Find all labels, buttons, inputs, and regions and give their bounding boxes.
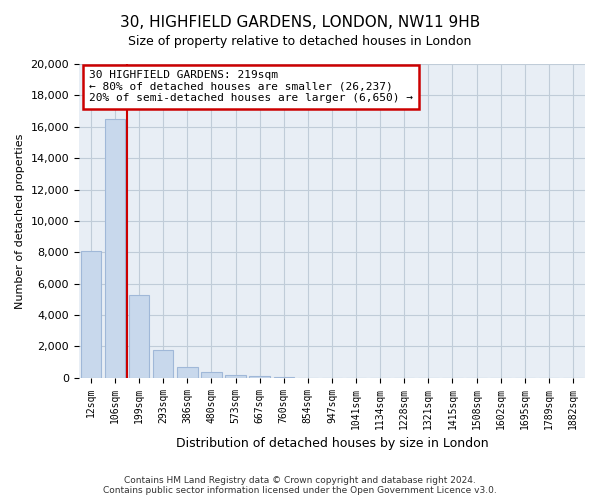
Text: 30 HIGHFIELD GARDENS: 219sqm
← 80% of detached houses are smaller (26,237)
20% o: 30 HIGHFIELD GARDENS: 219sqm ← 80% of de… (89, 70, 413, 104)
Bar (105, 119, 125, 378)
Bar (153, 350, 173, 378)
Bar (81, 250, 101, 378)
Text: Contains HM Land Registry data © Crown copyright and database right 2024.
Contai: Contains HM Land Registry data © Crown c… (103, 476, 497, 495)
Text: Size of property relative to detached houses in London: Size of property relative to detached ho… (128, 35, 472, 48)
X-axis label: Distribution of detached houses by size in London: Distribution of detached houses by size … (176, 437, 488, 450)
Bar (177, 367, 197, 378)
Y-axis label: Number of detached properties: Number of detached properties (15, 133, 25, 308)
Text: 30, HIGHFIELD GARDENS, LONDON, NW11 9HB: 30, HIGHFIELD GARDENS, LONDON, NW11 9HB (120, 15, 480, 30)
Bar (250, 376, 270, 378)
Bar (226, 374, 246, 378)
Bar (129, 294, 149, 378)
Bar (274, 376, 294, 378)
Bar (201, 372, 221, 378)
